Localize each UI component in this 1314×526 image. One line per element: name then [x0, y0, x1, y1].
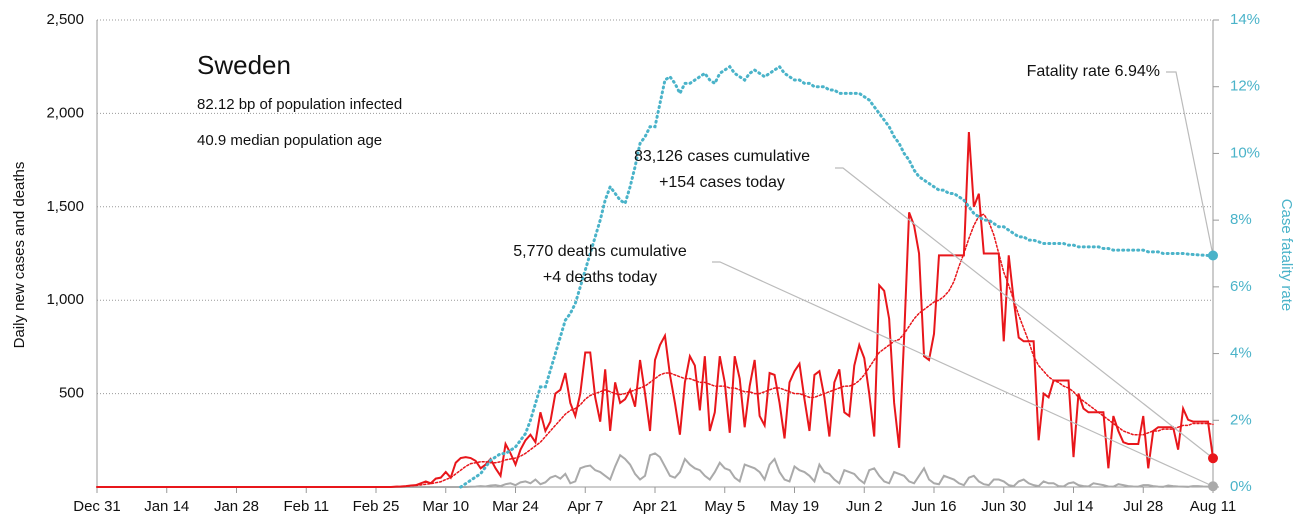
y-axis-label: Daily new cases and deaths: [11, 162, 28, 349]
leader-line: [712, 261, 1214, 487]
x-tick-label: May 5: [704, 498, 745, 515]
y2-tick-label: 4%: [1230, 345, 1252, 362]
x-tick-label: Jan 14: [144, 498, 189, 515]
x-tick-label: Feb 11: [283, 498, 329, 515]
y2-tick-label: 8%: [1230, 211, 1252, 228]
y-tick-label: 500: [59, 385, 84, 402]
y2-tick-label: 6%: [1230, 278, 1252, 295]
subtitle: 40.9 median population age: [197, 132, 382, 149]
leader-line: [1166, 71, 1214, 256]
leader-line: [835, 167, 1214, 459]
x-tick-label: Jun 16: [911, 498, 956, 515]
annotation: +4 deaths today: [543, 269, 657, 286]
x-tick-label: Mar 24: [492, 498, 539, 515]
y-tick-label: 2,500: [46, 11, 84, 28]
annotation: 5,770 deaths cumulative: [513, 243, 687, 260]
x-tick-label: Jan 28: [214, 498, 259, 515]
chart-title: Sweden: [197, 50, 291, 80]
x-tick-label: Jun 2: [846, 498, 883, 515]
series-line: [459, 64, 1215, 489]
end-point: [1208, 453, 1218, 464]
end-point: [1208, 250, 1218, 261]
x-tick-label: Jul 28: [1123, 498, 1163, 515]
y-tick-label: 2,000: [46, 104, 84, 121]
x-tick-label: Dec 31: [73, 498, 121, 515]
x-tick-label: Aug 11: [1190, 498, 1236, 515]
subtitle: 82.12 bp of population infected: [197, 96, 402, 113]
x-tick-label: Feb 25: [353, 498, 400, 515]
end-point: [1208, 481, 1218, 492]
y-tick-label: 1,000: [46, 291, 84, 308]
x-tick-label: Apr 21: [633, 498, 677, 515]
x-tick-label: May 19: [770, 498, 819, 515]
y-tick-label: 1,500: [46, 198, 84, 215]
y2-axis-label: Case fatality rate: [1278, 199, 1295, 312]
x-tick-label: Jun 30: [981, 498, 1026, 515]
y2-tick-label: 14%: [1230, 11, 1260, 28]
y2-tick-label: 10%: [1230, 144, 1260, 161]
series-line: [96, 132, 1214, 488]
y2-tick-label: 2%: [1230, 411, 1252, 428]
y2-tick-label: 12%: [1230, 78, 1260, 95]
x-tick-label: Mar 10: [422, 498, 469, 515]
y2-tick-label: 0%: [1230, 478, 1252, 495]
annotation: 83,126 cases cumulative: [634, 148, 810, 165]
series-line: [96, 452, 1214, 488]
annotation: Fatality rate 6.94%: [1027, 63, 1160, 80]
x-tick-label: Jul 14: [1053, 498, 1093, 515]
annotation: +154 cases today: [659, 174, 785, 191]
x-tick-label: Apr 7: [567, 498, 603, 515]
